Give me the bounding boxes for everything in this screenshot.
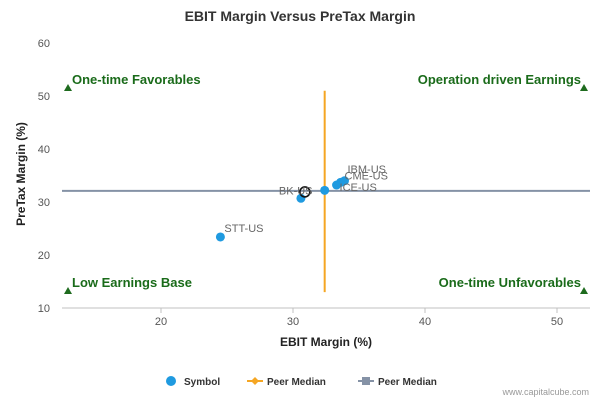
data-point-label: IBM-US <box>347 164 386 176</box>
legend-item-label: Peer Median <box>378 377 437 388</box>
data-point-label: STT-US <box>224 223 263 235</box>
data-point-ice-us[interactable] <box>332 180 342 190</box>
data-points <box>215 176 349 242</box>
data-point-stt-us[interactable] <box>215 232 225 242</box>
y-tick-label: 50 <box>38 91 50 103</box>
legend-item-label: Symbol <box>184 377 220 388</box>
legend-symbol-icon <box>166 376 176 386</box>
y-axis-title: PreTax Margin (%) <box>14 122 28 226</box>
quadrant-marker-top-right-icon <box>580 84 588 92</box>
chart-title: EBIT Margin Versus PreTax Margin <box>185 8 416 24</box>
quadrant-label-top-right: Operation driven Earnings <box>418 72 581 87</box>
quadrant-markers <box>64 84 588 295</box>
y-tick-label: 10 <box>38 303 50 315</box>
credit-text: www.capitalcube.com <box>501 387 589 397</box>
y-axis-ticks: 10 20 30 40 50 60 <box>38 38 50 315</box>
x-tick-label: 40 <box>419 316 431 328</box>
x-axis-ticks: 20 30 40 50 <box>155 308 563 328</box>
y-tick-label: 30 <box>38 197 50 209</box>
data-point-label: BK-US <box>279 185 313 197</box>
legend-diamond-icon <box>251 377 259 385</box>
x-tick-label: 20 <box>155 316 167 328</box>
legend: Symbol Peer Median Peer Median <box>166 376 437 388</box>
data-point-label: CME-US <box>345 170 388 182</box>
quadrant-label-bottom-left: Low Earnings Base <box>72 275 192 290</box>
y-tick-label: 20 <box>38 250 50 262</box>
data-point-label: ICE-US <box>340 182 377 194</box>
y-tick-label: 40 <box>38 144 50 156</box>
x-tick-label: 50 <box>551 316 563 328</box>
x-tick-label: 30 <box>287 316 299 328</box>
quadrant-labels: One-time Favorables Operation driven Ear… <box>72 72 581 290</box>
legend-square-icon <box>362 377 370 385</box>
legend-item-label: Peer Median <box>267 377 326 388</box>
data-point-ibm-us[interactable] <box>339 176 349 186</box>
quadrant-marker-bottom-right-icon <box>580 287 588 295</box>
quadrant-marker-top-left-icon <box>64 84 72 92</box>
selected-symbol-marker <box>299 186 311 198</box>
quadrant-marker-bottom-left-icon <box>64 287 72 295</box>
quadrant-label-bottom-right: One-time Unfavorables <box>439 275 581 290</box>
quadrant-label-top-left: One-time Favorables <box>72 72 201 87</box>
y-tick-label: 60 <box>38 38 50 50</box>
x-axis-title: EBIT Margin (%) <box>280 335 372 349</box>
data-point-peer-2[interactable] <box>320 185 330 195</box>
